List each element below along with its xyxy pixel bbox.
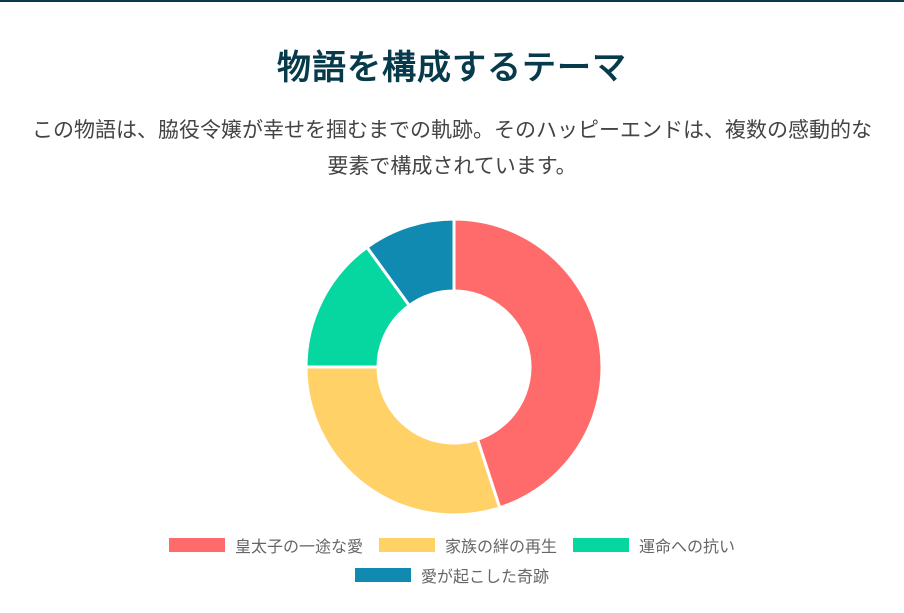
- doughnut-chart-svg: [304, 217, 604, 517]
- legend-label: 愛が起こした奇跡: [420, 567, 549, 586]
- top-border: [0, 0, 904, 2]
- page-title: 物語を構成するテーマ: [277, 48, 627, 88]
- doughnut-slice-1[interactable]: [452, 217, 604, 510]
- legend-label: 運命への抗い: [639, 537, 736, 556]
- chart-legend: 皇太子の一途な愛 家族の絆の再生 運命への抗い 愛が起こした奇跡: [0, 530, 904, 590]
- legend-label: 家族の絆の再生: [444, 537, 557, 556]
- legend-label: 皇太子の一途な愛: [234, 537, 363, 556]
- doughnut-chart: [0, 205, 904, 613]
- legend-swatch: [378, 538, 435, 552]
- page-description: この物語は、脇役令嬢が幸せを掴むまでの軌跡。そのハッピーエンドは、複数の感動的な…: [32, 118, 872, 178]
- legend-row: 愛が起こした奇跡: [0, 560, 904, 590]
- legend-item-4[interactable]: 愛が起こした奇跡: [354, 563, 549, 587]
- doughnut-slice-2[interactable]: [304, 365, 502, 517]
- legend-swatch: [354, 568, 411, 582]
- legend-swatch: [573, 538, 629, 552]
- legend-item-1[interactable]: 皇太子の一途な愛: [168, 533, 363, 557]
- legend-row: 皇太子の一途な愛 家族の絆の再生 運命への抗い: [0, 530, 904, 560]
- legend-item-2[interactable]: 家族の絆の再生: [378, 533, 557, 557]
- legend-item-3[interactable]: 運命への抗い: [573, 533, 735, 557]
- doughnut-slice-4[interactable]: [364, 217, 456, 308]
- legend-swatch: [168, 538, 225, 552]
